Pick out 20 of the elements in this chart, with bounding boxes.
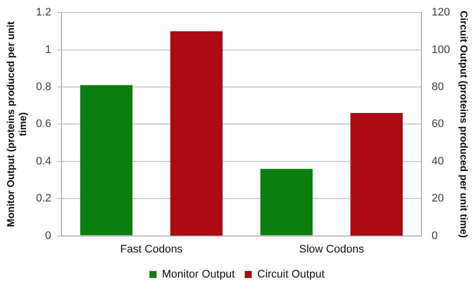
y2-tick-label: 20	[432, 192, 444, 205]
y2-tick-label: 60	[432, 118, 444, 130]
y2-tick-label: 80	[432, 81, 444, 94]
legend-label: Monitor Output	[162, 268, 235, 281]
y-tick-label: 0.6	[36, 118, 52, 130]
y-tick-label: 1.2	[36, 6, 52, 19]
y2-tick-label: 120	[432, 6, 450, 19]
y-tick-label: 0.4	[36, 155, 52, 168]
y-tick-label: 0	[45, 230, 52, 242]
x-tick-label: Fast Codons	[120, 243, 184, 256]
y2-tick-label: 0	[432, 230, 438, 242]
y2-axis-title: Circuit Output (proteins produced per unit time)	[457, 10, 468, 238]
y2-tick-label: 40	[432, 155, 444, 168]
y-tick-label: 0.8	[36, 81, 52, 94]
y-tick-label: 0.2	[36, 192, 52, 205]
y-tick-label: 1	[45, 44, 52, 56]
y2-tick-label: 100	[432, 44, 450, 56]
x-tick-label: Slow Codons	[299, 243, 364, 256]
legend-label: Circuit Output	[257, 268, 325, 281]
y-axis-title: Monitor Output (proteins produced per unit time)	[6, 20, 29, 227]
